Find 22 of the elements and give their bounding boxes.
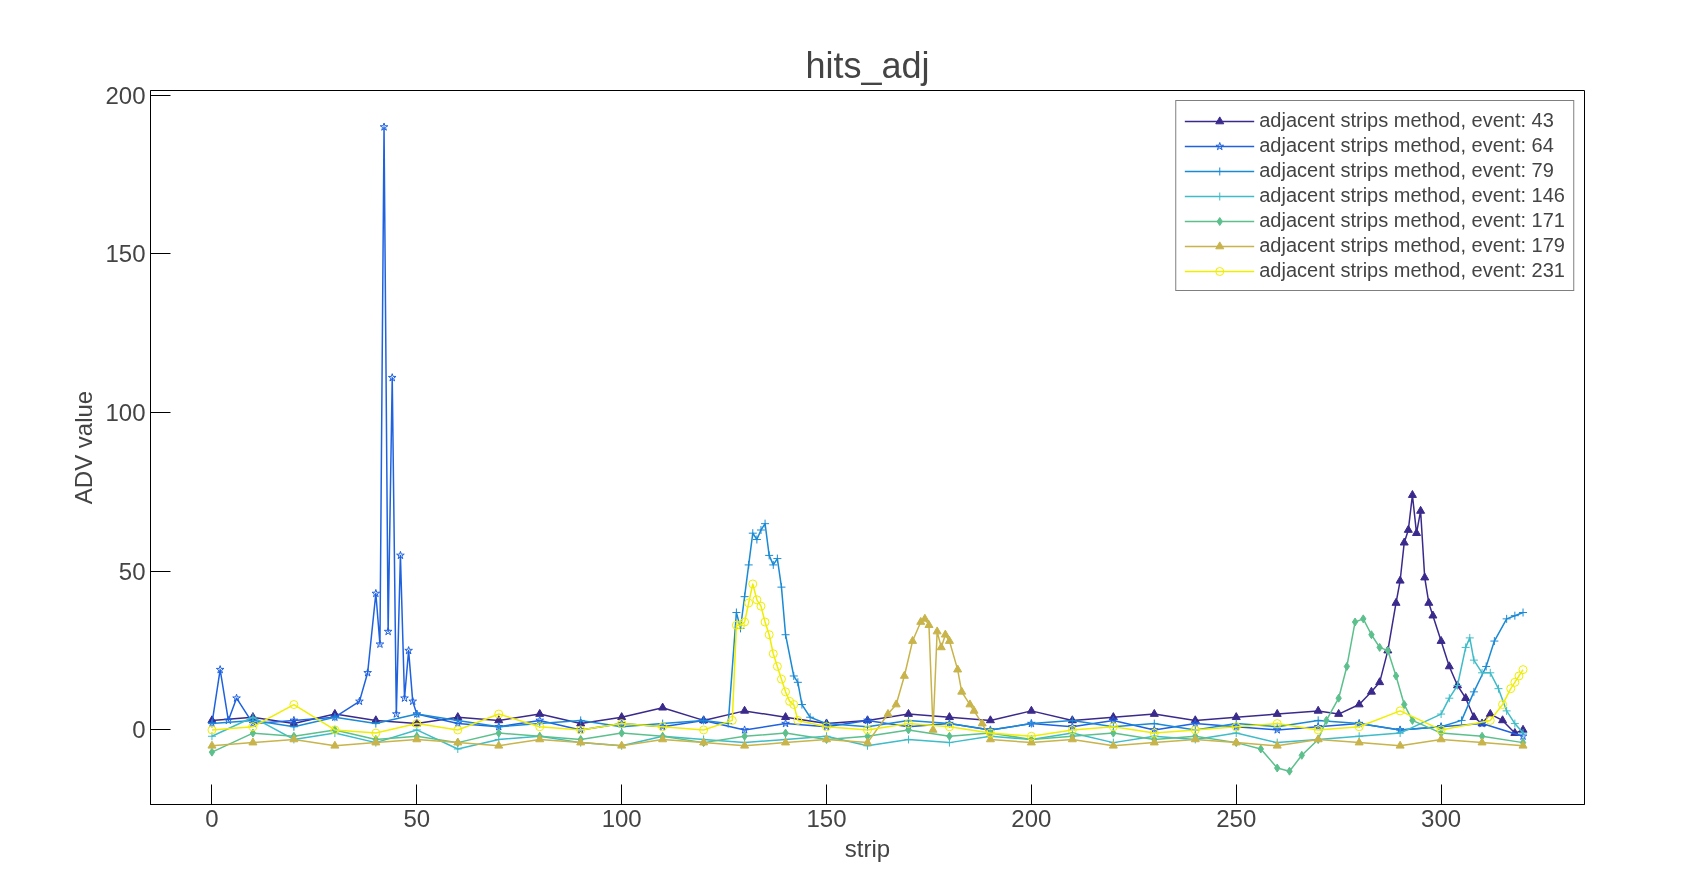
- x-axis-title: strip: [844, 834, 891, 862]
- legend-label: adjacent strips method, event: 79: [1259, 159, 1554, 182]
- legend-label: adjacent strips method, event: 64: [1259, 134, 1554, 157]
- x-tick-label: 100: [601, 804, 642, 832]
- y-tick-label: 50: [118, 557, 146, 585]
- chart-title: hits_adj: [805, 44, 930, 86]
- y-axis-title: ADV value: [70, 390, 98, 505]
- y-tick-label: 100: [105, 399, 146, 427]
- x-tick-label: 50: [403, 804, 431, 832]
- x-tick-label: 250: [1216, 804, 1257, 832]
- x-tick-label: 150: [806, 804, 847, 832]
- y-tick-label: 200: [105, 81, 146, 109]
- x-tick-label: 300: [1421, 804, 1462, 832]
- x-tick-label: 200: [1011, 804, 1052, 832]
- legend-label: adjacent strips method, event: 171: [1259, 209, 1565, 232]
- y-tick-label: 150: [105, 240, 146, 268]
- x-tick-label: 0: [205, 804, 219, 832]
- legend-label: adjacent strips method, event: 231: [1259, 259, 1565, 282]
- legend-label: adjacent strips method, event: 43: [1259, 109, 1554, 132]
- legend-label: adjacent strips method, event: 179: [1259, 234, 1565, 257]
- y-tick-label: 0: [132, 716, 146, 744]
- legend-label: adjacent strips method, event: 146: [1259, 184, 1565, 207]
